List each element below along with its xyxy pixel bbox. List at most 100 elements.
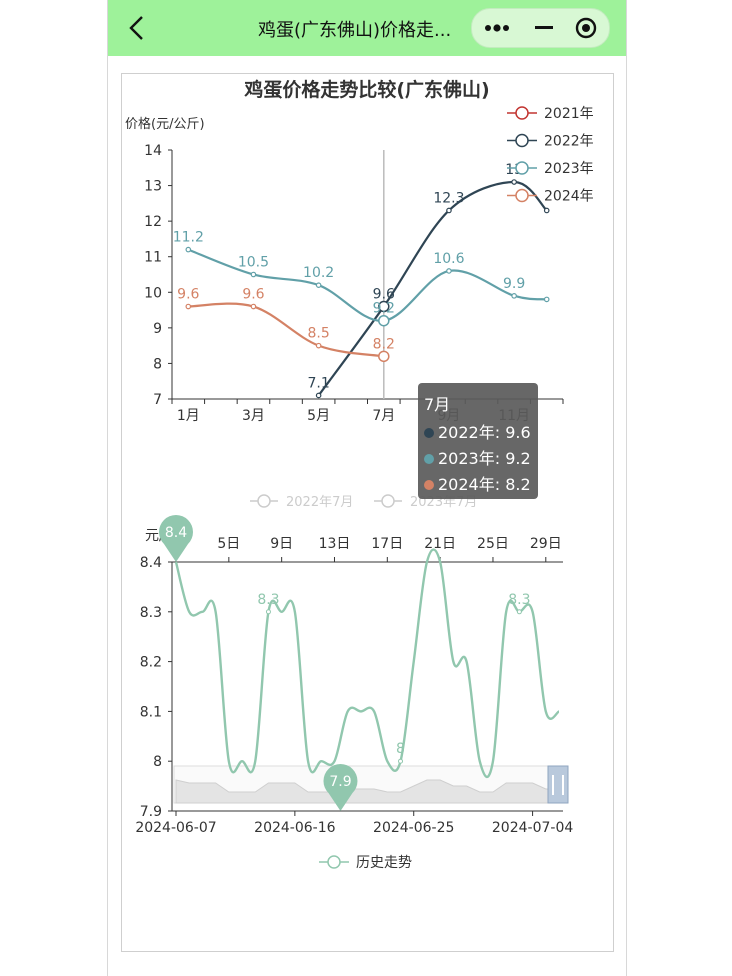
max-marker-pin [159, 514, 193, 562]
data-point [185, 246, 192, 253]
comparison-chart: 鸡蛋价格走势比较(广东佛山) 价格(元/公斤) 7 8 9 10 11 12 13 14 1月 3月 5… [125, 78, 594, 510]
y-tick-label: 8 [153, 356, 162, 372]
data-label: 10.5 [238, 255, 269, 271]
data-point [516, 609, 522, 615]
data-label: 9.6 [177, 287, 199, 303]
series-line [317, 180, 548, 397]
bottom-tick-label: 2024-07-04 [492, 820, 573, 836]
series-dot-icon [424, 454, 434, 464]
history-line [174, 548, 560, 778]
faded-legend-marker [381, 494, 395, 508]
data-point [398, 758, 404, 764]
more-button[interactable] [472, 9, 517, 47]
data-label: 9.6 [242, 287, 264, 303]
data-point [378, 350, 390, 363]
data-label: 8.3 [257, 592, 279, 608]
data-point [250, 271, 257, 278]
tooltip-row: 2022年: 9.6 [424, 419, 531, 443]
data-point [378, 314, 390, 327]
legend-marker [515, 133, 529, 148]
y-tick-label: 7.9 [140, 804, 162, 820]
close-button[interactable] [566, 9, 611, 47]
minimize-button[interactable] [522, 9, 567, 47]
data-point [265, 609, 271, 615]
data-label: 10.2 [303, 265, 334, 281]
data-point [446, 268, 452, 274]
tooltip-row-label: 2022年: 9.6 [438, 423, 531, 442]
data-label: 11.2 [173, 230, 204, 246]
chart-tooltip: 7月 2022年: 9.6 2023年: 9.2 2024年: 8.2 [418, 383, 538, 499]
target-circle-icon [575, 17, 597, 39]
data-point [315, 282, 322, 288]
data-point [185, 303, 192, 310]
legend-label: 2023年 [544, 161, 594, 177]
y-tick-label: 10 [144, 285, 162, 301]
x-tick-label: 3月 [242, 408, 265, 424]
tooltip-row-label: 2024年: 8.2 [438, 475, 531, 494]
y-tick-label: 8 [153, 754, 162, 770]
y-tick-label: 8.3 [140, 605, 162, 621]
y-tick-label: 13 [144, 179, 162, 195]
x-tick-label: 1月 [177, 408, 200, 424]
minimize-icon [535, 26, 553, 29]
bottom-tick-label: 2024-06-16 [254, 820, 335, 836]
data-label: 12.3 [433, 190, 464, 206]
min-marker-pin [323, 763, 358, 811]
bottom-tick-label: 2024-06-25 [373, 820, 454, 836]
history-chart: 元/7.988.18.28.38.45日 9日 13日 17日 21日 25日 29日202… [135, 514, 573, 871]
back-button[interactable] [126, 14, 150, 42]
chevron-left-icon [129, 16, 143, 40]
tooltip-title: 7月 [424, 395, 451, 414]
y-tick-label: 8.4 [140, 555, 162, 571]
data-zoom-shadow [175, 779, 560, 804]
legend-marker [515, 188, 529, 203]
data-label: 8.5 [307, 326, 329, 342]
top-tick-label: 13日 [319, 536, 351, 552]
data-point [543, 207, 550, 214]
series-dot-icon [424, 428, 434, 438]
y-axis-label: 价格(元/公斤) [125, 116, 205, 132]
y-tick-label: 9 [153, 321, 162, 337]
data-label: 9.9 [503, 276, 525, 292]
more-dots-icon [485, 24, 509, 32]
data-point [378, 300, 390, 313]
data-label: 7.1 [307, 375, 329, 391]
data-point [315, 342, 322, 349]
tooltip-row: 2024年: 8.2 [424, 471, 531, 495]
capsule-menu [471, 8, 610, 48]
top-tick-label: 29日 [530, 536, 562, 552]
y-tick-label: 12 [144, 214, 162, 230]
data-point [446, 207, 452, 214]
y-tick-label: 7 [153, 392, 162, 408]
data-label: 8.3 [508, 592, 530, 608]
top-tick-label: 21日 [424, 536, 456, 552]
data-point [511, 293, 517, 299]
legend-label: 2022年 [544, 134, 594, 150]
data-label: 9.6 [373, 287, 395, 303]
x-tick-label: 5月 [307, 408, 330, 424]
bottom-tick-label: 2024-06-07 [135, 820, 216, 836]
y-tick-label: 8.2 [140, 655, 162, 671]
tooltip-row-label: 2023年: 9.2 [438, 449, 531, 468]
legend-marker [515, 106, 529, 120]
navigation-bar: 鸡蛋(广东佛山)价格走... [108, 0, 626, 56]
data-point [250, 303, 257, 310]
data-label: 9.2 [373, 301, 395, 317]
legend-label: 2024年 [544, 189, 594, 205]
data-label: 10.6 [433, 251, 464, 267]
series-dot-icon [424, 480, 434, 490]
legend-marker [327, 855, 341, 869]
data-label: 8.2 [373, 336, 395, 352]
faded-legend-marker [257, 494, 271, 508]
legend-label: 2021年 [544, 106, 594, 122]
min-marker-pin-label: 7.9 [329, 774, 351, 790]
y-tick-label: 11 [144, 250, 162, 266]
top-tick-label: 5日 [217, 536, 240, 552]
y-tick-label: 8.1 [140, 704, 162, 720]
data-zoom-handle[interactable] [547, 765, 569, 804]
top-tick-label: 25日 [477, 536, 509, 552]
tooltip-row: 2023年: 9.2 [424, 445, 531, 469]
chart-title: 鸡蛋价格走势比较(广东佛山) [243, 78, 489, 101]
top-tick-label: 17日 [371, 536, 403, 552]
